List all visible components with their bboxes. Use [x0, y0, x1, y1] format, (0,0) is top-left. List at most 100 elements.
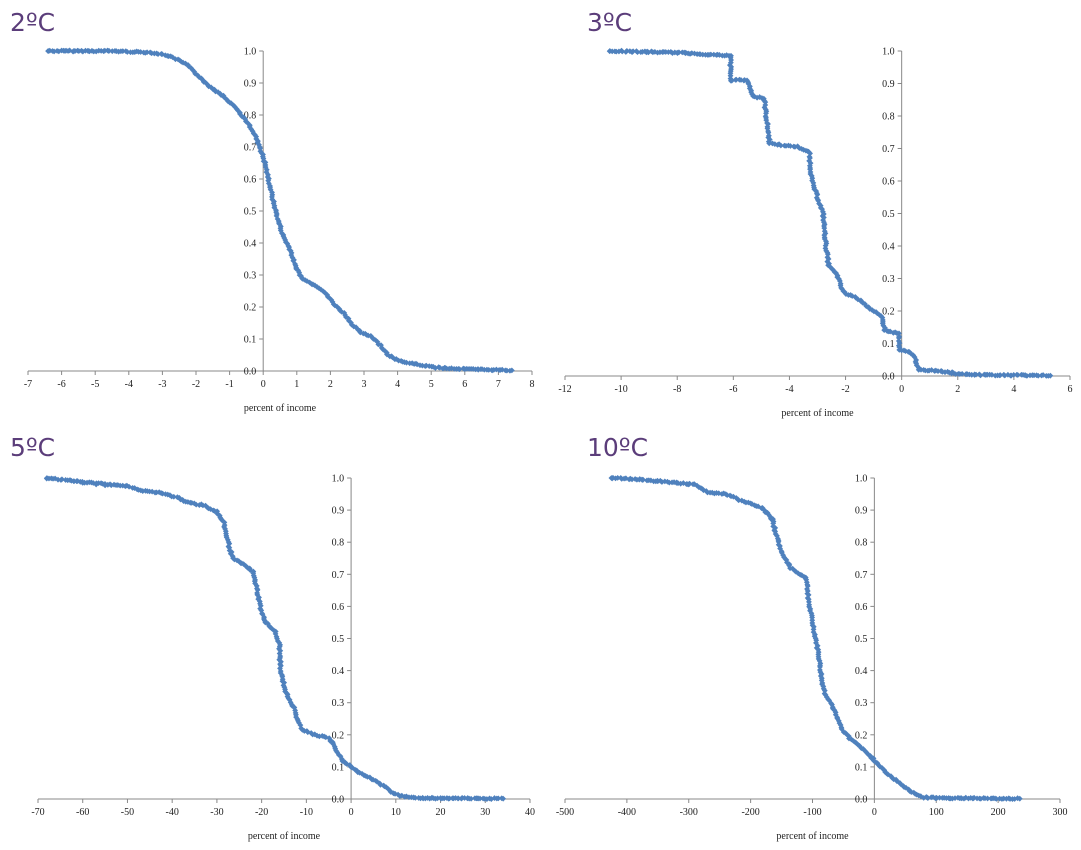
data-point	[963, 371, 970, 377]
y-tick-label: 0.7	[244, 143, 257, 154]
data-point	[144, 49, 150, 56]
x-tick-label: 2	[328, 379, 333, 390]
data-point	[726, 62, 733, 68]
y-tick-label: 0.6	[855, 602, 868, 613]
data-point	[403, 359, 410, 366]
data-point	[651, 48, 658, 55]
data-point	[503, 367, 510, 374]
x-tick-label: -3	[158, 379, 166, 390]
data-point	[831, 707, 838, 714]
data-point	[800, 146, 807, 153]
data-point	[428, 795, 435, 801]
data-point	[629, 49, 636, 55]
x-tick-label: 40	[525, 807, 535, 818]
data-series	[606, 47, 1054, 379]
data-point	[853, 740, 860, 746]
data-point	[765, 134, 772, 141]
data-point	[320, 288, 327, 295]
data-point	[616, 48, 622, 55]
data-point	[619, 48, 626, 55]
data-point	[949, 369, 956, 375]
data-point	[137, 49, 144, 55]
data-point	[223, 534, 230, 541]
data-point	[367, 333, 374, 339]
data-point	[924, 794, 930, 801]
data-point	[636, 476, 643, 483]
data-point	[765, 121, 771, 127]
data-point	[259, 611, 266, 618]
data-point	[202, 502, 209, 509]
x-tick-label: 4	[395, 379, 400, 390]
data-point	[226, 544, 233, 551]
data-point	[958, 795, 964, 801]
data-point	[654, 478, 661, 485]
x-tick-label: -60	[76, 807, 89, 818]
data-point	[159, 51, 165, 58]
data-point	[796, 145, 803, 152]
x-tick-label: -70	[31, 807, 44, 818]
data-point	[464, 795, 471, 802]
data-point	[823, 247, 830, 254]
data-point	[455, 795, 462, 802]
y-tick-label: 0.6	[882, 177, 895, 188]
x-tick-label: 8	[530, 379, 535, 390]
data-point	[191, 68, 198, 75]
data-point	[938, 368, 944, 375]
data-point	[155, 51, 161, 58]
y-tick-label: 0.4	[244, 239, 257, 250]
x-tick-label: -8	[673, 384, 681, 395]
data-point	[240, 561, 247, 568]
data-point	[401, 793, 408, 800]
data-point	[759, 505, 766, 511]
data-point	[222, 526, 228, 532]
data-point	[1014, 372, 1021, 378]
y-tick-label: 0.3	[855, 698, 868, 709]
data-point	[945, 795, 952, 801]
y-tick-label: 0.7	[882, 144, 895, 155]
data-point	[257, 602, 264, 609]
data-point	[1001, 372, 1008, 379]
data-point	[119, 48, 126, 55]
y-tick-label: 0.3	[882, 274, 895, 285]
x-axis-title: percent of income	[248, 831, 321, 842]
y-tick-label: 0.9	[855, 506, 868, 517]
data-point	[1035, 372, 1042, 379]
data-point	[268, 625, 275, 632]
y-tick-label: 0.9	[244, 79, 257, 90]
data-point	[685, 481, 692, 488]
data-point	[821, 225, 828, 231]
data-point	[437, 795, 444, 801]
data-point	[500, 795, 507, 802]
x-tick-label: -20	[255, 807, 268, 818]
x-tick-label: -2	[192, 379, 200, 390]
data-point	[733, 495, 740, 501]
data-point	[639, 477, 646, 483]
data-point	[343, 314, 349, 320]
x-tick-label: -7	[24, 379, 32, 390]
data-point	[834, 274, 841, 281]
data-point	[180, 59, 187, 66]
data-point	[795, 570, 802, 577]
data-point	[59, 476, 65, 483]
x-tick-label: 2	[955, 384, 960, 395]
data-point	[728, 77, 735, 84]
data-point	[694, 482, 700, 489]
x-tick-label: 200	[991, 807, 1006, 818]
data-point	[219, 517, 226, 524]
y-tick-label: 0.4	[332, 666, 345, 677]
data-point	[804, 583, 811, 589]
data-point	[284, 240, 291, 247]
data-point	[461, 366, 468, 372]
scatter-plot: -7 -6 -5 -4 -3 -2 -1 0 1 2 3 4 5 6 7 8 0.0 0.1 0.2 0.3 0.4 0.…	[24, 47, 535, 415]
data-point	[622, 475, 629, 482]
data-point	[817, 663, 823, 670]
x-tick-label: -50	[121, 807, 134, 818]
data-point	[839, 286, 845, 292]
data-point	[263, 169, 270, 176]
y-tick-label: 1.0	[882, 47, 895, 58]
data-point	[441, 364, 448, 371]
data-point	[248, 126, 255, 133]
data-point	[246, 124, 253, 130]
data-point	[816, 657, 823, 664]
data-point	[691, 481, 698, 488]
